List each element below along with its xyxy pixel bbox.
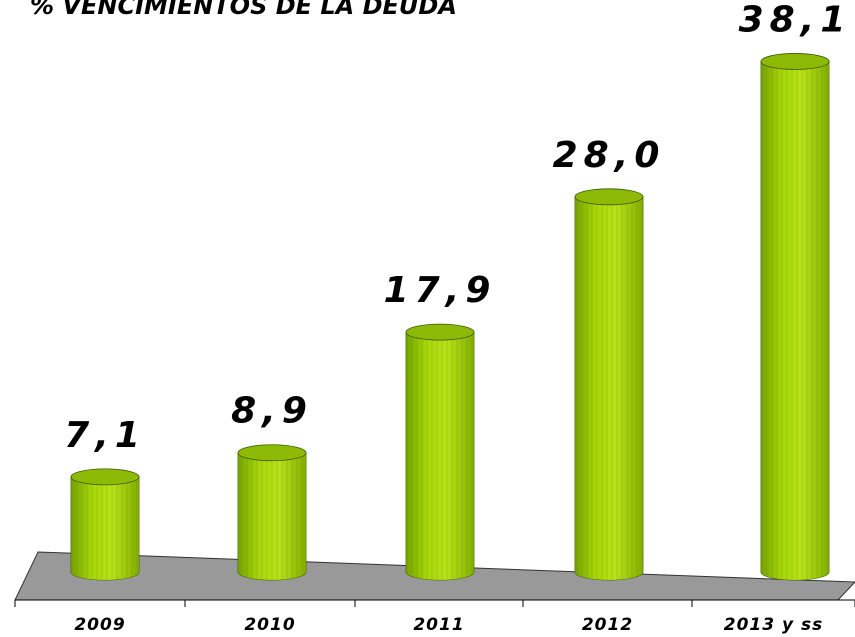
x-tick-label: 2009 (74, 615, 125, 635)
bar-texture (575, 196, 643, 581)
x-tick-label: 2013 y ss (724, 615, 823, 635)
chart-title: % VENCIMIENTOS DE LA DEUDA (30, 0, 457, 20)
bar-top (405, 323, 475, 341)
bar-top (760, 53, 830, 70)
bar-texture (761, 61, 829, 580)
value-label: 38,1 (739, 0, 852, 40)
bar (237, 444, 307, 581)
bar-top (574, 188, 644, 206)
x-tick-label: 2011 (413, 615, 464, 635)
bar-top (70, 468, 140, 486)
value-label: 7,1 (64, 415, 146, 456)
bar-texture (238, 452, 306, 580)
value-label: 17,9 (384, 270, 497, 311)
bar (70, 468, 140, 581)
bar (760, 53, 830, 581)
value-label: 28,0 (553, 135, 666, 176)
bar (405, 323, 475, 581)
value-label: 8,9 (231, 391, 313, 432)
x-tick-label: 2010 (244, 615, 295, 635)
bar-texture (71, 476, 139, 580)
bar (574, 188, 644, 581)
bar-top (237, 444, 307, 462)
x-tick-label: 2012 (582, 615, 633, 635)
bar-texture (406, 332, 474, 580)
